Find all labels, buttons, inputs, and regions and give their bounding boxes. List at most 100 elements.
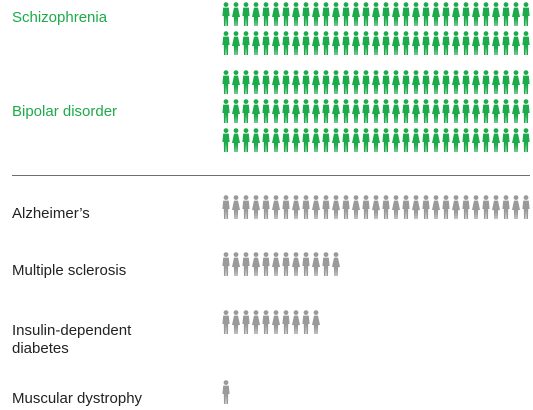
person-icon (242, 70, 250, 94)
person-icon (392, 128, 400, 152)
person-icon (272, 310, 280, 334)
person-icon (232, 2, 240, 26)
row-label-multiple-sclerosis: Multiple sclerosis (12, 262, 127, 279)
person-icon (262, 31, 270, 55)
person-icon (402, 2, 410, 26)
person-icon (512, 128, 520, 152)
person-icon (252, 99, 260, 123)
person-icon (392, 31, 400, 55)
person-icon (332, 128, 340, 152)
person-icon (412, 195, 420, 219)
person-icon (312, 310, 320, 334)
person-icon (522, 195, 530, 219)
person-icon (422, 31, 430, 55)
person-icon (492, 31, 500, 55)
person-icon (442, 31, 450, 55)
person-icon (502, 99, 510, 123)
person-icon (302, 2, 310, 26)
person-icon (262, 252, 270, 276)
person-icon (222, 252, 230, 276)
person-icon (392, 195, 400, 219)
person-icon (472, 2, 480, 26)
person-icon (222, 31, 230, 55)
person-icon (402, 128, 410, 152)
person-icon (472, 128, 480, 152)
icon-group-alzheimers (222, 195, 531, 219)
person-icon (282, 252, 290, 276)
person-icon (292, 2, 300, 26)
person-icon (502, 195, 510, 219)
person-icon (412, 2, 420, 26)
person-icon (252, 31, 260, 55)
person-icon (372, 2, 380, 26)
person-icon (462, 128, 470, 152)
person-icon (252, 2, 260, 26)
person-icon (402, 195, 410, 219)
person-icon (482, 31, 490, 55)
person-icon (412, 128, 420, 152)
icon-group-muscular-dystrophy (222, 380, 231, 404)
person-icon-strip (222, 310, 320, 334)
person-icon (332, 99, 340, 123)
person-icon (302, 128, 310, 152)
person-icon (432, 2, 440, 26)
person-icon (482, 99, 490, 123)
person-icon (232, 195, 240, 219)
person-icon (322, 128, 330, 152)
person-icon (242, 252, 250, 276)
person-icon (252, 70, 260, 94)
person-icon (362, 31, 370, 55)
person-icon (342, 70, 350, 94)
person-icon (362, 70, 370, 94)
person-icon (422, 99, 430, 123)
person-icon (482, 195, 490, 219)
person-icon (452, 2, 460, 26)
person-icon (382, 2, 390, 26)
person-icon (442, 99, 450, 123)
person-icon (512, 70, 520, 94)
person-icon (392, 2, 400, 26)
person-icon (492, 2, 500, 26)
person-icon (292, 70, 300, 94)
person-icon (372, 70, 380, 94)
person-icon-strip (222, 195, 530, 219)
person-icon (332, 70, 340, 94)
person-icon (292, 99, 300, 123)
person-icon (252, 252, 260, 276)
person-icon (432, 128, 440, 152)
person-icon (402, 70, 410, 94)
person-icon (342, 2, 350, 26)
row-label-muscular-dystrophy: Muscular dystrophy (12, 390, 143, 407)
person-icon (242, 128, 250, 152)
person-icon (222, 380, 230, 404)
person-icon (302, 31, 310, 55)
person-icon (312, 128, 320, 152)
person-icon (472, 195, 480, 219)
person-icon (372, 128, 380, 152)
person-icon (362, 128, 370, 152)
person-icon (342, 99, 350, 123)
person-icon (262, 195, 270, 219)
person-icon (262, 99, 270, 123)
person-icon (522, 2, 530, 26)
person-icon (282, 70, 290, 94)
person-icon (522, 99, 530, 123)
person-icon (452, 70, 460, 94)
person-icon (302, 99, 310, 123)
person-icon (352, 195, 360, 219)
row-label-schizophrenia: Schizophrenia (12, 9, 108, 26)
person-icon (492, 70, 500, 94)
person-icon (252, 195, 260, 219)
row-label-bipolar-disorder: Bipolar disorder (12, 103, 118, 120)
person-icon (402, 31, 410, 55)
person-icon (482, 70, 490, 94)
person-icon (412, 31, 420, 55)
person-icon (322, 31, 330, 55)
person-icon (292, 195, 300, 219)
person-icon (422, 2, 430, 26)
person-icon (342, 128, 350, 152)
person-icon (342, 195, 350, 219)
person-icon (432, 70, 440, 94)
person-icon (502, 2, 510, 26)
person-icon (312, 31, 320, 55)
